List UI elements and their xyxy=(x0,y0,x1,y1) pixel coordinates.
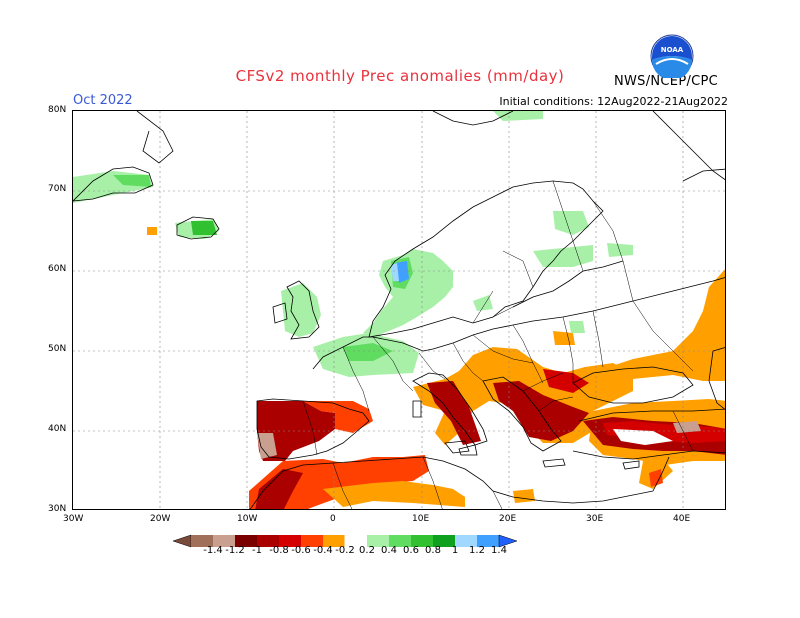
fill-finland-green xyxy=(553,211,589,235)
lat-label-50n: 50N xyxy=(48,344,67,354)
colorbar-tick-label: -1.4 xyxy=(203,545,223,556)
colorbar-tick-label: 1 xyxy=(451,545,459,556)
colorbar-tick-label: -0.8 xyxy=(269,545,289,556)
colorbar-tick-label: -0.2 xyxy=(335,545,355,556)
fill-nafrica-orange2 xyxy=(513,489,535,503)
fill-russia-orange2 xyxy=(553,331,575,345)
colorbar-box xyxy=(389,535,411,547)
colorbar-min-triangle xyxy=(173,534,192,548)
fill-iberia-brown xyxy=(257,433,277,459)
fill-iberia-dark xyxy=(257,401,335,461)
anomaly-map xyxy=(72,110,726,510)
colorbar xyxy=(173,534,518,548)
colorbar-box xyxy=(235,535,257,547)
colorbar-box xyxy=(411,535,433,547)
colorbar-tick-label: 0.8 xyxy=(425,545,441,556)
lon-label-0: 0 xyxy=(330,514,336,524)
lon-label-40e: 40E xyxy=(673,514,691,524)
anomaly-fills xyxy=(73,111,725,509)
fill-svalbard-green xyxy=(493,111,543,121)
colorbar-tick-label: 1.2 xyxy=(469,545,485,556)
colorbar-max-triangle xyxy=(498,534,518,548)
lat-label-40n: 40N xyxy=(48,424,67,434)
colorbar-box xyxy=(301,535,323,547)
colorbar-tick-label: 0.2 xyxy=(359,545,375,556)
map-svg xyxy=(73,111,725,509)
colorbar-box xyxy=(323,535,345,547)
colorbar-tick-label: -0.6 xyxy=(291,545,311,556)
fill-nafrica-red xyxy=(249,455,429,509)
fill-turkey-white xyxy=(613,429,673,445)
country-borders xyxy=(302,180,694,509)
lon-label-30w: 30W xyxy=(63,514,84,524)
lon-label-10w: 10W xyxy=(237,514,258,524)
lat-label-80n: 80N xyxy=(48,105,67,115)
lon-label-10e: 10E xyxy=(412,514,430,524)
fill-turkey-brown xyxy=(673,421,701,433)
colorbar-box xyxy=(433,535,455,547)
lon-label-30e: 30E xyxy=(586,514,604,524)
colorbar-tick-label: -1.2 xyxy=(225,545,245,556)
fill-iberia-orange xyxy=(303,401,373,433)
fill-greenland-green2 xyxy=(113,175,151,187)
noaa-logo-icon: NOAA xyxy=(650,34,694,78)
colorbar-tick-label: -1 xyxy=(252,545,262,556)
colorbar-box xyxy=(257,535,279,547)
fill-norway-green xyxy=(363,249,453,337)
fill-sweden-green xyxy=(533,245,593,267)
chart-title: CFSv2 monthly Prec anomalies (mm/day) xyxy=(235,67,565,85)
colorbar-tick-label: 0.4 xyxy=(381,545,397,556)
fill-mideast-red xyxy=(649,469,663,487)
colorbar-box xyxy=(213,535,235,547)
colorbar-box xyxy=(367,535,389,547)
colorbar-box xyxy=(279,535,301,547)
fill-uk-green xyxy=(281,283,321,337)
fill-balkans-dark xyxy=(427,381,481,445)
fill-balkans-red xyxy=(493,381,589,441)
colorbar-tick-label: 1.4 xyxy=(491,545,507,556)
lon-label-20w: 20W xyxy=(150,514,171,524)
colorbar-box xyxy=(191,535,213,547)
lat-label-70n: 70N xyxy=(48,184,67,194)
fill-russia-orange xyxy=(603,269,725,381)
lat-label-60n: 60N xyxy=(48,264,67,274)
colorbar-box xyxy=(455,535,477,547)
colorbar-box xyxy=(477,535,499,547)
fill-russia-green xyxy=(607,243,633,257)
fill-baltic-green xyxy=(473,295,493,311)
forecast-month: Oct 2022 xyxy=(73,93,133,108)
svg-text:NOAA: NOAA xyxy=(661,46,684,54)
fill-nafrica-orange xyxy=(323,481,465,507)
fill-nafrica-dark xyxy=(255,469,303,509)
fill-france-green2 xyxy=(343,343,393,361)
gridlines xyxy=(73,111,725,509)
initial-conditions: Initial conditions: 12Aug2022-21Aug2022 xyxy=(499,95,728,108)
fill-norway-lightblue xyxy=(391,263,399,281)
colorbar-tick-label: 0.6 xyxy=(403,545,419,556)
fill-belarus-green xyxy=(569,321,585,333)
fill-iceland-green2 xyxy=(191,221,217,235)
agency-label: NWS/NCEP/CPC xyxy=(614,74,719,89)
lat-label-30n: 30N xyxy=(48,504,67,514)
colorbar-tick-label: -0.4 xyxy=(313,545,333,556)
lon-label-20e: 20E xyxy=(499,514,517,524)
fill-iceland-orange xyxy=(147,227,157,235)
